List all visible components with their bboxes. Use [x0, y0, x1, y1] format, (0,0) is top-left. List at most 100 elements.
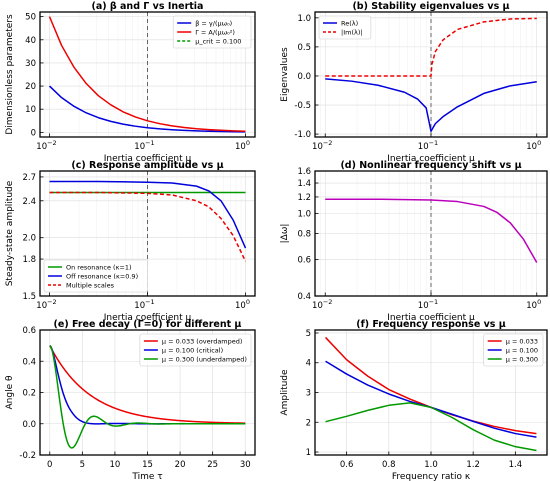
y-tick-label: 5	[306, 329, 311, 339]
legend: β = γ/(μω₀)Γ = A/(μω₀²)μ_crit = 0.100	[172, 15, 252, 49]
x-tick-label: 5	[80, 460, 85, 470]
panel-c: 10−2 10−1 100 1.5 1.8 2.0 2.4 2.7 (c) Response a…	[5, 160, 256, 323]
legend-label: μ_crit = 0.100	[195, 37, 241, 45]
chart-title: (f) Frequency response vs μ	[356, 319, 505, 330]
y-tick-label: 0.0	[297, 72, 311, 82]
legend-label: On resonance (κ=1)	[66, 263, 132, 271]
legend-box	[139, 333, 252, 367]
legend-box	[172, 15, 252, 49]
chart-title: (b) Stability eigenvalues vs μ	[352, 1, 509, 12]
series-line-f-2	[325, 402, 537, 452]
x-tick-label: 10−1	[134, 139, 154, 152]
y-tick-label: 40	[25, 36, 36, 46]
legend-label: μ = 0.300 (underdamped)	[162, 355, 247, 363]
y-tick-label: 1.0	[297, 14, 311, 24]
y-tick-label: -0.2	[19, 451, 36, 461]
y-tick-label: 0.2	[22, 389, 36, 399]
series-line-e-0	[49, 345, 246, 424]
x-tick-label: 100	[526, 298, 541, 311]
series-line-d-0	[325, 198, 538, 263]
series-line-a-1	[48, 16, 246, 132]
y-tick-label: 0	[31, 128, 36, 138]
y-tick-label: 1.0	[297, 209, 311, 219]
x-tick-label: 1.2	[466, 460, 480, 470]
y-tick-label: 2.7	[22, 173, 36, 183]
x-axis-label: Inertia coefficient μ	[104, 154, 192, 164]
x-tick-label: 15	[142, 460, 153, 470]
y-tick-label: 2.0	[22, 234, 36, 244]
y-tick-label: 0.8	[297, 230, 311, 240]
legend-label: |Im(λ)|	[341, 28, 363, 36]
y-tick-label: 1	[306, 448, 311, 458]
y-tick-label: -0.5	[294, 101, 311, 111]
x-tick-label: 1.4	[509, 460, 523, 470]
y-tick-label: 0.4	[297, 292, 311, 302]
x-axis-label: Inertia coefficient μ	[387, 313, 475, 323]
y-tick-label: 1.2	[297, 193, 311, 203]
y-axis-label: Angle θ	[5, 375, 15, 409]
x-tick-label: 10−1	[134, 298, 154, 311]
y-tick-label: 50	[25, 13, 36, 23]
legend-label: μ = 0.033	[506, 337, 538, 345]
y-axis-label: |Δω|	[280, 224, 290, 244]
x-axis-label: Frequency ratio κ	[392, 472, 471, 481]
y-axis-label: Eigenvalues	[280, 47, 290, 102]
x-tick-label: 0.6	[340, 460, 354, 470]
y-tick-label: 0.0	[22, 420, 36, 430]
series-line-e-2	[49, 345, 246, 449]
x-tick-label: 10	[110, 460, 121, 470]
chart-title: (c) Response amplitude vs μ	[71, 160, 223, 171]
y-axis-label: Amplitude	[280, 369, 290, 416]
y-tick-label: 3	[306, 389, 311, 399]
chart-title: (d) Nonlinear frequency shift vs μ	[340, 160, 521, 171]
y-tick-label: 1.6	[297, 167, 311, 177]
x-axis-label: Inertia coefficient μ	[104, 313, 192, 323]
legend: μ = 0.033 (overdamped)μ = 0.100 (critica…	[139, 333, 252, 367]
legend-box	[43, 259, 148, 293]
y-tick-label: 0.4	[22, 357, 36, 367]
y-tick-label: 0.6	[22, 326, 36, 336]
y-axis-label: Steady-state amplitude	[5, 180, 15, 286]
legend-box	[483, 333, 544, 367]
chart-title: (e) Free decay (Γ=0) for different μ	[54, 319, 242, 330]
series-line-a-0	[48, 85, 246, 133]
legend-label: μ = 0.100 (critical)	[162, 346, 223, 354]
series-line-c-1	[49, 180, 247, 249]
x-tick-label: 10−2	[312, 298, 332, 311]
y-tick-label: 1.8	[22, 255, 36, 265]
x-axis-label: Inertia coefficient μ	[387, 154, 475, 164]
x-tick-label: 100	[235, 298, 250, 311]
legend: On resonance (κ=1)Off resonance (κ=0.9)M…	[43, 259, 148, 293]
panel-f: 0.6 0.8 1.0 1.2 1.4 1 2 3 4 5 (f) Frequency respon…	[280, 319, 548, 481]
legend-label: Γ = A/(μω₀²)	[195, 28, 235, 36]
x-tick-label: 100	[526, 139, 541, 152]
x-tick-label: 0	[47, 460, 52, 470]
legend-label: μ = 0.100	[506, 346, 538, 354]
legend-label: Re(λ)	[341, 19, 358, 27]
y-axis-label: Dimensionless parameters	[5, 14, 15, 135]
y-tick-label: 4	[306, 359, 311, 369]
panel-e: 0 5 10 15 20 25 30 -0.2 0.0 0.2 0.4 0.6 (e) Free dec…	[5, 319, 256, 481]
y-tick-label: 2.4	[22, 197, 36, 207]
series-line-b-0	[325, 78, 537, 132]
legend-label: β = γ/(μω₀)	[195, 19, 232, 27]
legend-label: μ = 0.033 (overdamped)	[162, 337, 243, 345]
y-tick-label: -1.0	[294, 130, 311, 140]
legend-box	[318, 15, 372, 40]
x-tick-label: 30	[240, 460, 251, 470]
legend-label: Off resonance (κ=0.9)	[66, 272, 138, 280]
chart-title: (a) β and Γ vs Inertia	[92, 1, 204, 12]
x-tick-label: 10−2	[312, 139, 332, 152]
x-tick-label: 10−2	[36, 298, 56, 311]
y-tick-label: 10	[25, 105, 36, 115]
x-tick-label: 0.8	[382, 460, 396, 470]
panel-b: 10−2 10−1 100 -1.0 -0.5 0.0 0.5 1.0 (b) Stabilit…	[280, 1, 548, 164]
panel-d: 10−2 10−1 100 0.4 0.6 0.8 1.0 1.2 1.4 1.6 (d) Nonl…	[280, 160, 548, 323]
x-tick-label: 10−2	[36, 139, 56, 152]
x-tick-label: 20	[175, 460, 186, 470]
x-tick-label: 1.0	[424, 460, 438, 470]
legend-label: Multiple scales	[66, 281, 115, 289]
y-tick-label: 30	[25, 59, 36, 69]
